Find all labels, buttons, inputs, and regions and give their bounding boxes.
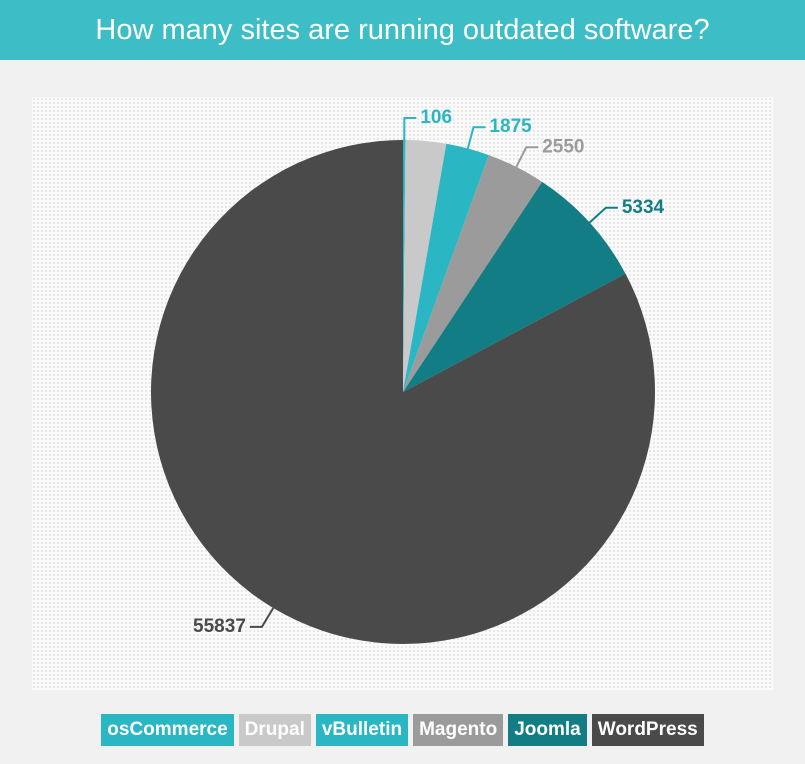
data-label: 5334 (622, 197, 665, 218)
leader-line (249, 607, 275, 628)
legend-item: Drupal (238, 714, 311, 746)
pie-slice (403, 140, 447, 392)
leader-line (515, 146, 539, 168)
pie-slice (403, 143, 489, 392)
legend-item: Joomla (508, 714, 587, 746)
leader-line (403, 117, 417, 141)
pie-slice (151, 140, 655, 644)
pie-slice (403, 140, 406, 392)
legend: osCommerce Drupal vBulletin Magento Joomla Wo… (0, 714, 805, 746)
leader-line (466, 126, 486, 149)
data-label: 2550 (542, 136, 584, 157)
leader-line (588, 206, 618, 224)
pie-slice (403, 155, 543, 392)
legend-item: osCommerce (101, 714, 234, 746)
legend-item: vBulletin (315, 714, 409, 746)
data-label: 106 (420, 107, 452, 128)
pie-slice (403, 181, 626, 392)
legend-item: WordPress (591, 714, 704, 746)
legend-item: Magento (413, 714, 504, 746)
data-label: 1875 (489, 116, 532, 137)
chart: 106 1875 2550 5334 55837 (151, 107, 665, 644)
data-label: 55837 (193, 616, 246, 637)
chart-title: How many sites are running outdated soft… (0, 0, 805, 60)
